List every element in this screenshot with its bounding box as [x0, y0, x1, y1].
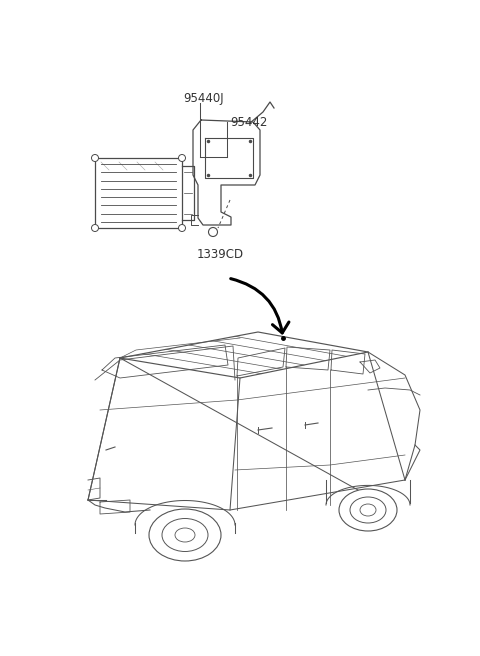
Ellipse shape [175, 528, 195, 542]
Text: 1339CD: 1339CD [197, 248, 244, 261]
FancyArrowPatch shape [231, 279, 289, 333]
Ellipse shape [162, 518, 208, 552]
Circle shape [208, 228, 217, 237]
Ellipse shape [350, 497, 386, 523]
Circle shape [179, 155, 185, 161]
Text: 95442: 95442 [230, 116, 267, 129]
Ellipse shape [339, 489, 397, 531]
Ellipse shape [149, 509, 221, 561]
Circle shape [179, 224, 185, 232]
Text: 95440J: 95440J [183, 92, 224, 105]
Ellipse shape [360, 504, 376, 516]
Circle shape [92, 224, 98, 232]
Circle shape [92, 155, 98, 161]
